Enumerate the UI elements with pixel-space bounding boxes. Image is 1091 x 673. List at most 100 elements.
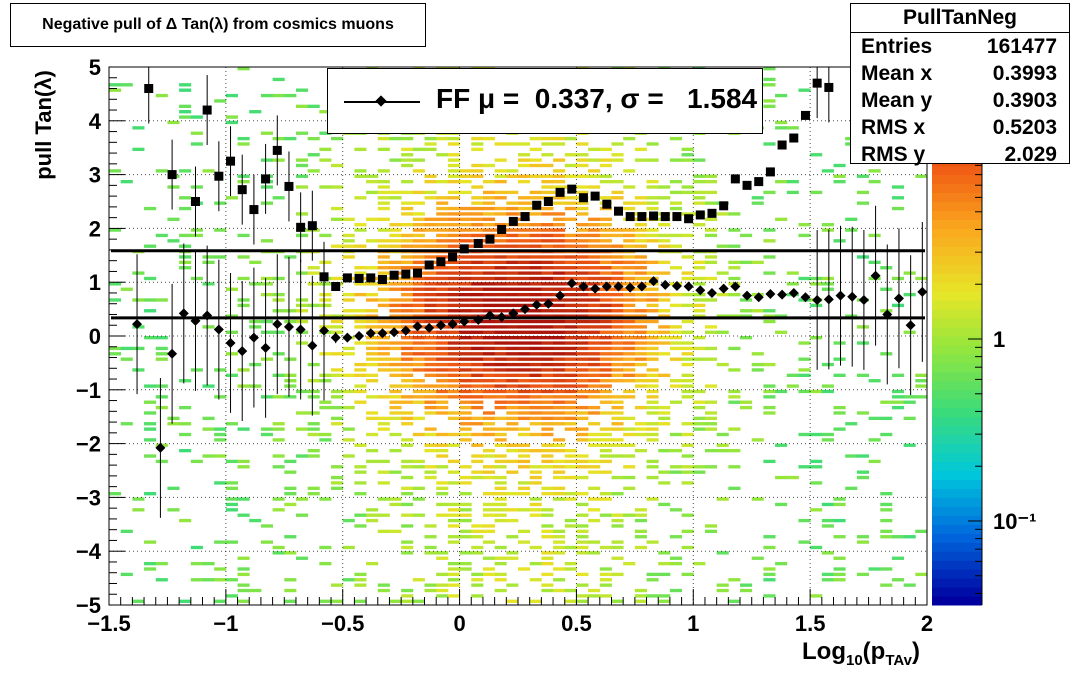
heatmap-cell [272, 497, 285, 501]
heatmap-cell [611, 427, 624, 431]
heatmap-cell [658, 599, 671, 603]
heatmap-cell [553, 136, 566, 141]
data-point-square [719, 201, 729, 211]
heatmap-cell [482, 217, 496, 221]
data-point-square [284, 181, 294, 191]
heatmap-cell [728, 400, 741, 404]
heatmap-cell [260, 131, 273, 135]
heatmap-cell [366, 298, 379, 302]
heatmap-cell [225, 196, 238, 200]
heatmap-cell [132, 298, 145, 302]
heatmap-cell [447, 416, 460, 421]
heatmap-cell [459, 233, 472, 238]
heatmap-cell [482, 492, 496, 496]
heatmap-cell [798, 373, 811, 377]
heatmap-cell [646, 432, 659, 437]
heatmap-cell [564, 346, 577, 351]
heatmap-cell [482, 303, 496, 308]
data-point-diamond [435, 320, 446, 331]
heatmap-cell [529, 502, 542, 507]
heatmap-cell [646, 405, 659, 410]
heatmap-cell [377, 481, 390, 485]
heatmap-cell [401, 298, 414, 302]
heatmap-cell [307, 432, 320, 437]
heatmap-cell [646, 422, 659, 426]
heatmap-cell [249, 588, 262, 593]
heatmap-cell [810, 465, 823, 469]
heatmap-cell [377, 185, 390, 189]
palette-band [932, 201, 982, 211]
heatmap-cell [611, 298, 624, 302]
heatmap-cell [810, 153, 823, 157]
heatmap-cell [599, 427, 612, 431]
heatmap-cell [506, 508, 519, 512]
heatmap-cell [342, 239, 355, 243]
heatmap-cell [763, 594, 776, 598]
heatmap-cell [553, 486, 566, 490]
heatmap-cell [681, 212, 694, 216]
heatmap-cell [599, 578, 612, 582]
heatmap-cell [447, 362, 460, 367]
heatmap-cell [412, 319, 425, 324]
heatmap-cell [529, 389, 542, 394]
heatmap-cell [623, 357, 636, 361]
heatmap-cell [424, 373, 437, 377]
heatmap-cell [553, 271, 566, 275]
heatmap-cell [611, 373, 624, 377]
heatmap-cell [190, 228, 203, 232]
heatmap-cell [424, 400, 437, 404]
stats-title: PullTanNeg [851, 4, 1069, 33]
heatmap-cell [529, 497, 542, 501]
heatmap-cell [506, 298, 519, 302]
heatmap-cell [646, 400, 659, 404]
heatmap-cell [553, 174, 566, 178]
heatmap-cell [401, 223, 414, 227]
heatmap-cell [482, 190, 496, 195]
heatmap-cell [471, 271, 484, 275]
palette-band [932, 237, 982, 247]
heatmap-cell [599, 545, 612, 550]
heatmap-cell [564, 271, 577, 275]
heatmap-cell [459, 260, 472, 265]
heatmap-cell [728, 448, 741, 453]
data-point-square [459, 244, 469, 254]
heatmap-cell [459, 411, 472, 415]
heatmap-cell [494, 271, 507, 275]
heatmap-cell [611, 524, 624, 528]
heatmap-cell [763, 309, 776, 313]
heatmap-cell [634, 158, 647, 162]
heatmap-cell [307, 169, 320, 173]
data-point-diamond [167, 348, 178, 359]
x-tick-label: 1.5 [795, 611, 826, 636]
heatmap-cell [856, 325, 869, 329]
heatmap-cell [482, 271, 496, 275]
heatmap-cell [506, 142, 519, 146]
data-point-diamond [295, 324, 306, 335]
heatmap-cell [214, 454, 227, 458]
heatmap-cell [144, 422, 157, 426]
heatmap-cell [693, 223, 706, 227]
heatmap-cell [541, 260, 554, 265]
heatmap-cell [564, 266, 577, 270]
heatmap-cell [599, 362, 612, 367]
palette-band [932, 389, 982, 400]
heatmap-cell [634, 325, 647, 329]
heatmap-cell [436, 266, 449, 270]
heatmap-cell [424, 292, 437, 297]
heatmap-cell [284, 588, 297, 593]
heatmap-cell [763, 77, 776, 82]
heatmap-cell [623, 169, 636, 173]
heatmap-cell [588, 298, 601, 302]
heatmap-cell [354, 147, 367, 152]
heatmap-cell [331, 352, 344, 356]
heatmap-cell [436, 395, 449, 399]
heatmap-cell [354, 341, 367, 345]
heatmap-cell [471, 266, 484, 270]
heatmap-cell [541, 508, 554, 512]
heatmap-cell [214, 395, 227, 399]
heatmap-cell [506, 551, 519, 555]
data-point-diamond [905, 320, 916, 331]
heatmap-cell [763, 228, 776, 232]
heatmap-cell [260, 292, 273, 297]
heatmap-cell [751, 309, 764, 313]
